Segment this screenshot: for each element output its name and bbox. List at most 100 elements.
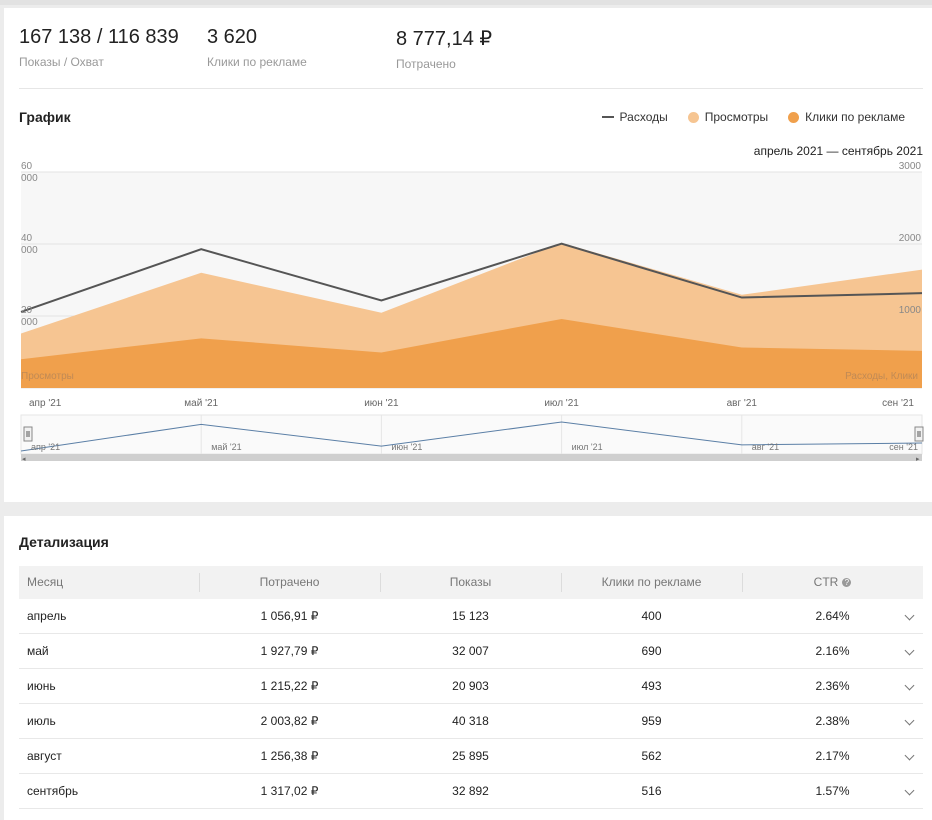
stat-value: 167 138 / 116 839 [19, 26, 179, 48]
divider [19, 88, 923, 89]
scroll-right-icon[interactable]: ▸ [916, 456, 920, 463]
cell-views: 32 007 [452, 644, 489, 658]
area-clicks [21, 318, 922, 388]
navigator-tick-label: сен '21 [889, 442, 918, 452]
column-header-views[interactable]: Показы [449, 575, 492, 589]
column-header-clicks[interactable]: Клики по рекламе [601, 575, 702, 589]
navigator-handle[interactable] [23, 426, 33, 442]
table-header: Месяц Потрачено Показы Клики по рекламе … [19, 566, 923, 599]
stats-chart-card: 167 138 / 116 839 Показы / Охват 3 620 К… [4, 8, 932, 502]
x-tick-label: авг '21 [727, 398, 758, 409]
navigator-tick-label: июн '21 [391, 442, 422, 452]
x-tick-label: июл '21 [544, 398, 579, 409]
stat-value: 3 620 [207, 26, 258, 48]
legend-item-expenses[interactable]: Расходы [601, 110, 668, 124]
cell-ctr: 1.57% [815, 784, 850, 798]
y-tick-label-right: 2000 [899, 233, 922, 244]
top-border [0, 0, 932, 5]
x-tick-label: июн '21 [364, 398, 399, 409]
stat-label: Показы / Охват [19, 55, 104, 69]
cell-spent: 1 927,79 ₽ [260, 644, 319, 658]
cell-views: 40 318 [452, 714, 489, 728]
x-tick-label: май '21 [184, 398, 218, 409]
table-row[interactable]: июль 2 003,82 ₽ 40 318 959 2.38% [19, 704, 923, 739]
legend-dot-marker [788, 111, 800, 123]
table-row[interactable]: июнь 1 215,22 ₽ 20 903 493 2.36% [19, 669, 923, 704]
cell-month: июль [27, 714, 56, 728]
cell-spent: 2 003,82 ₽ [260, 714, 319, 728]
y-tick-label-left: 40 [21, 233, 33, 244]
cell-views: 32 892 [452, 784, 489, 798]
y-tick-label-right: 3000 [899, 161, 922, 172]
cell-month: май [27, 644, 49, 658]
table-row[interactable]: август 1 256,38 ₽ 25 895 562 2.17% [19, 739, 923, 774]
cell-clicks: 562 [641, 749, 662, 763]
column-header-ctr[interactable]: CTR? [742, 566, 923, 599]
legend-label: Клики по рекламе [805, 110, 905, 124]
cell-month: сентябрь [27, 784, 79, 798]
cell-ctr: 2.36% [815, 679, 850, 693]
navigator-handle[interactable] [914, 426, 924, 442]
cell-spent: 1 317,02 ₽ [260, 784, 319, 798]
table-row[interactable]: сентябрь 1 317,02 ₽ 32 892 516 1.57% [19, 774, 923, 809]
line-expenses [20, 242, 923, 313]
navigator-tick-label: апр '21 [31, 442, 60, 452]
cell-clicks: 959 [641, 714, 662, 728]
cell-month: апрель [27, 609, 67, 623]
column-header-month[interactable]: Месяц [27, 575, 64, 589]
y-tick-label-right: 1000 [899, 305, 922, 316]
stat-clicks: 3 620 Клики по рекламе [207, 26, 307, 69]
stat-value: 8 777,14 ₽ [396, 28, 493, 50]
legend-label: Просмотры [704, 110, 769, 124]
navigator-tick-label: июл '21 [572, 442, 603, 452]
cell-views: 20 903 [452, 679, 489, 693]
legend-label: Расходы [619, 110, 668, 124]
chart-legend: Расходы Просмотры Клики по рекламе [601, 110, 905, 124]
column-divider [199, 573, 200, 592]
y-tick-label-left: 20 [21, 305, 33, 316]
cell-clicks: 516 [641, 784, 662, 798]
x-tick-label: апр '21 [29, 398, 62, 409]
cell-clicks: 400 [641, 609, 662, 623]
legend-item-views[interactable]: Просмотры [687, 110, 769, 124]
column-divider [380, 573, 381, 592]
cell-month: июнь [27, 679, 56, 693]
y-tick-label-left: 000 [21, 173, 38, 184]
column-header-spent[interactable]: Потрачено [259, 575, 320, 589]
cell-spent: 1 215,22 ₽ [260, 679, 319, 693]
legend-item-clicks[interactable]: Клики по рекламе [788, 110, 905, 124]
y-tick-label-left: 60 [21, 161, 33, 172]
stat-label: Клики по рекламе [207, 55, 307, 69]
chart-title: График [19, 109, 71, 125]
chart-period: апрель 2021 — сентябрь 2021 [753, 144, 923, 158]
navigator-scrollbar[interactable] [21, 454, 922, 461]
axis-label-right: Расходы, Клики [845, 371, 918, 382]
axis-label-left: Просмотры [21, 371, 74, 382]
cell-spent: 1 256,38 ₽ [260, 749, 319, 763]
stat-label: Потрачено [396, 57, 456, 71]
cell-views: 25 895 [452, 749, 489, 763]
cell-clicks: 690 [641, 644, 662, 658]
cell-spent: 1 056,91 ₽ [260, 609, 319, 623]
x-tick-label: сен '21 [882, 398, 914, 409]
cell-views: 15 123 [452, 609, 489, 623]
column-divider [742, 573, 743, 592]
legend-dot-marker [687, 111, 699, 123]
table-row[interactable]: май 1 927,79 ₽ 32 007 690 2.16% [19, 634, 923, 669]
cell-ctr: 2.17% [815, 749, 850, 763]
help-icon[interactable]: ? [842, 578, 852, 588]
legend-line-marker [601, 116, 614, 118]
details-title: Детализация [19, 534, 109, 550]
column-header-ctr-label: CTR [813, 575, 839, 589]
stat-impressions: 167 138 / 116 839 Показы / Охват [19, 26, 179, 69]
y-tick-label-left: 000 [21, 317, 38, 328]
navigator-line [20, 421, 923, 452]
table-row[interactable]: апрель 1 056,91 ₽ 15 123 400 2.64% [19, 599, 923, 634]
scroll-left-icon[interactable]: ◂ [22, 456, 26, 463]
cell-ctr: 2.16% [815, 644, 850, 658]
navigator-tick-label: авг '21 [752, 442, 779, 452]
details-card: Детализация Месяц Потрачено Показы Клики… [4, 516, 932, 820]
column-divider [561, 573, 562, 592]
cell-ctr: 2.38% [815, 714, 850, 728]
